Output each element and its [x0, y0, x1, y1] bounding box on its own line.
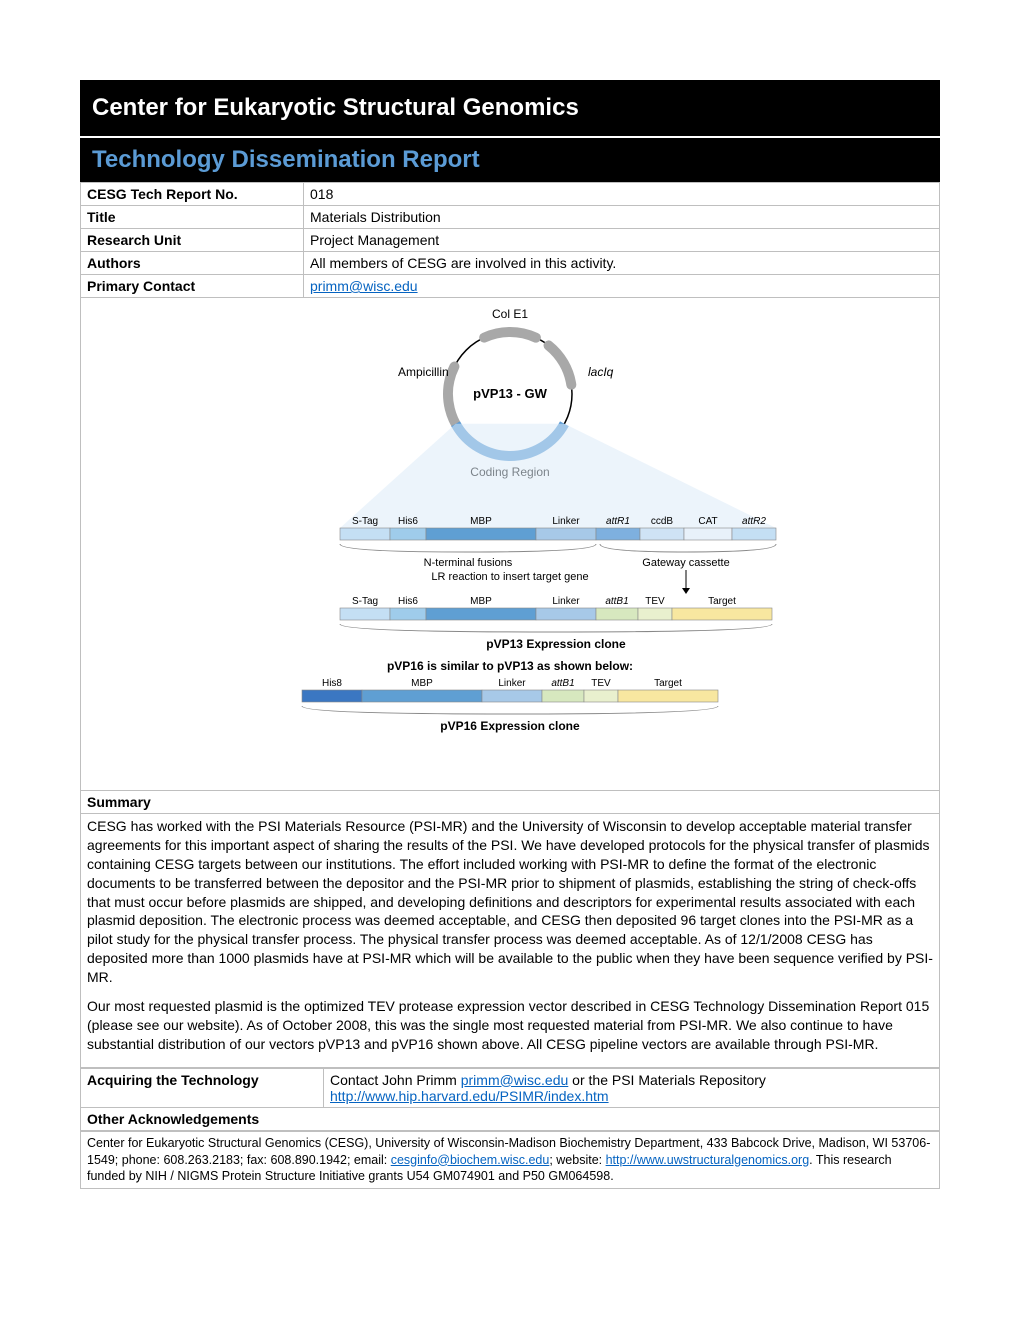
svg-text:CAT: CAT — [698, 516, 717, 527]
svg-text:LR reaction to insert target g: LR reaction to insert target gene — [431, 571, 588, 583]
ack-url-link[interactable]: http://www.uwstructuralgenomics.org — [606, 1153, 810, 1167]
report-no-label: CESG Tech Report No. — [81, 183, 304, 206]
header-line-1: Center for Eukaryotic Structural Genomic… — [80, 80, 940, 136]
summary-heading: Summary — [87, 794, 933, 810]
svg-text:Col E1: Col E1 — [492, 307, 528, 321]
svg-text:His6: His6 — [398, 596, 418, 607]
title-label: Title — [81, 206, 304, 229]
summary-para-1: CESG has worked with the PSI Materials R… — [87, 817, 933, 987]
ack-body: Center for Eukaryotic Structural Genomic… — [80, 1131, 940, 1190]
metadata-table: CESG Tech Report No. 018 Title Materials… — [80, 182, 940, 1068]
contact-value: primm@wisc.edu — [304, 275, 940, 298]
svg-text:pVP16 Expression clone: pVP16 Expression clone — [440, 719, 580, 733]
ack-label: Other Acknowledgements — [81, 1107, 940, 1130]
acquiring-value: Contact John Primm primm@wisc.edu or the… — [324, 1068, 940, 1107]
header-title-2: Technology Dissemination Report — [80, 136, 940, 182]
svg-text:pVP16 is similar to pVP13 as s: pVP16 is similar to pVP13 as shown below… — [387, 659, 633, 673]
acq-mid: or the PSI Materials Repository — [568, 1072, 766, 1088]
svg-text:His8: His8 — [322, 678, 342, 689]
contact-label: Primary Contact — [81, 275, 304, 298]
svg-text:attB1: attB1 — [605, 596, 628, 607]
report-no-value: 018 — [304, 183, 940, 206]
svg-text:His6: His6 — [398, 516, 418, 527]
svg-text:TEV: TEV — [645, 596, 665, 607]
svg-text:MBP: MBP — [411, 678, 433, 689]
summary-para-2: Our most requested plasmid is the optimi… — [87, 997, 933, 1054]
svg-text:MBP: MBP — [470, 596, 492, 607]
svg-text:Linker: Linker — [498, 678, 526, 689]
title-value: Materials Distribution — [304, 206, 940, 229]
ack-email-link[interactable]: cesginfo@biochem.wisc.edu — [391, 1153, 550, 1167]
svg-text:TEV: TEV — [591, 678, 611, 689]
svg-text:Ampicillin: Ampicillin — [398, 365, 449, 379]
acquiring-label: Acquiring the Technology — [81, 1068, 324, 1107]
svg-text:Linker: Linker — [552, 596, 580, 607]
svg-text:pVP13 Expression clone: pVP13 Expression clone — [486, 637, 626, 651]
unit-value: Project Management — [304, 229, 940, 252]
svg-text:N-terminal fusions: N-terminal fusions — [424, 557, 513, 569]
svg-text:ccdB: ccdB — [651, 516, 674, 527]
svg-text:S-Tag: S-Tag — [352, 596, 378, 607]
svg-text:lacIq: lacIq — [588, 365, 614, 379]
acquiring-table: Acquiring the Technology Contact John Pr… — [80, 1068, 940, 1131]
header-title-1: Center for Eukaryotic Structural Genomic… — [92, 90, 928, 126]
svg-text:attR1: attR1 — [606, 516, 630, 527]
svg-text:Gateway cassette: Gateway cassette — [642, 557, 729, 569]
plasmid-diagram: Col E1AmpicillinlacIqCoding RegionpVP13 … — [81, 298, 939, 790]
svg-text:Linker: Linker — [552, 516, 580, 527]
acq-url-link[interactable]: http://www.hip.harvard.edu/PSIMR/index.h… — [330, 1088, 609, 1104]
contact-email-link[interactable]: primm@wisc.edu — [310, 278, 418, 294]
page-container: Center for Eukaryotic Structural Genomic… — [0, 0, 1020, 1229]
diagram-cell: Col E1AmpicillinlacIqCoding RegionpVP13 … — [81, 298, 940, 791]
acq-prefix: Contact John Primm — [330, 1072, 461, 1088]
svg-text:attB1: attB1 — [551, 678, 574, 689]
summary-cell: Summary — [81, 791, 940, 814]
svg-text:Target: Target — [708, 596, 736, 607]
svg-text:MBP: MBP — [470, 516, 492, 527]
svg-text:S-Tag: S-Tag — [352, 516, 378, 527]
unit-label: Research Unit — [81, 229, 304, 252]
authors-value: All members of CESG are involved in this… — [304, 252, 940, 275]
acq-email-link[interactable]: primm@wisc.edu — [461, 1072, 569, 1088]
svg-text:pVP13 - GW: pVP13 - GW — [473, 386, 547, 401]
svg-text:attR2: attR2 — [742, 516, 766, 527]
ack-text-2: ; website: — [549, 1153, 605, 1167]
summary-body: CESG has worked with the PSI Materials R… — [81, 814, 940, 1068]
svg-text:Target: Target — [654, 678, 682, 689]
authors-label: Authors — [81, 252, 304, 275]
